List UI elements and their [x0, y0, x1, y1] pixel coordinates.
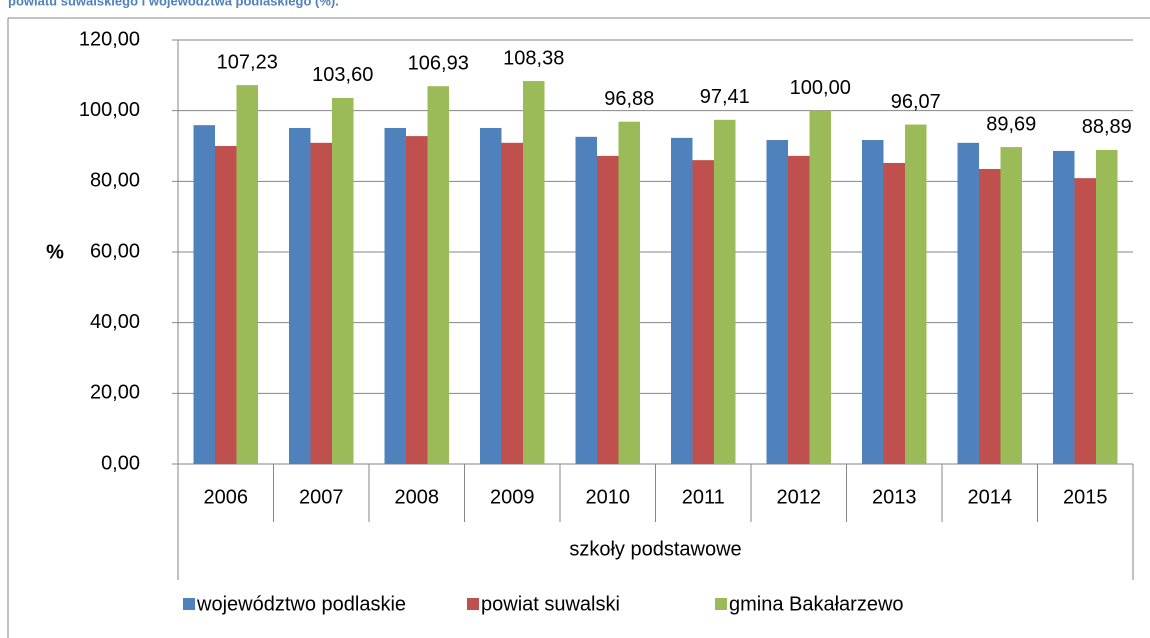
x-tick-label: 2015	[1063, 486, 1108, 508]
legend-label: powiat suwalski	[481, 593, 620, 615]
bar	[236, 85, 258, 464]
bar	[1053, 150, 1075, 465]
bar	[1074, 178, 1096, 465]
x-tick-label: 2006	[204, 486, 249, 508]
data-label: 106,93	[408, 52, 469, 74]
bar	[809, 110, 831, 465]
y-axis-label: %	[46, 241, 64, 263]
bar	[766, 139, 788, 464]
data-label: 96,07	[891, 91, 941, 113]
bar	[480, 127, 502, 464]
bar	[692, 160, 714, 464]
bar	[671, 137, 693, 464]
bar	[215, 146, 237, 464]
bar	[905, 124, 927, 464]
bar	[332, 97, 354, 465]
bar	[289, 127, 311, 464]
bar	[788, 155, 810, 465]
legend-swatch	[183, 598, 195, 610]
y-tick-label: 0,00	[101, 452, 140, 474]
legend-swatch	[467, 598, 479, 610]
data-label: 100,00	[790, 77, 851, 99]
y-tick-label: 120,00	[79, 28, 140, 50]
bar	[957, 142, 979, 464]
y-tick-label: 20,00	[90, 382, 140, 404]
x-tick-label: 2014	[968, 486, 1013, 508]
data-label: 89,69	[986, 113, 1036, 135]
x-tick-label: 2009	[490, 486, 535, 508]
y-tick-label: 80,00	[90, 170, 140, 192]
group-label: szkoły podstawowe	[569, 538, 741, 560]
bar	[575, 136, 597, 464]
data-label: 96,88	[604, 88, 654, 110]
bar	[1096, 149, 1118, 464]
data-label: 88,89	[1082, 116, 1132, 138]
data-label: 103,60	[312, 64, 373, 86]
bar	[618, 121, 640, 464]
y-tick-label: 100,00	[79, 99, 140, 121]
x-tick-label: 2007	[299, 486, 344, 508]
bar	[384, 127, 406, 464]
bar	[427, 86, 449, 464]
caption: powiatu suwalskiego i województwa podlas…	[8, 0, 339, 8]
bar	[193, 125, 215, 465]
data-label: 108,38	[503, 47, 564, 69]
data-label: 97,41	[700, 86, 750, 108]
x-tick-label: 2011	[682, 486, 725, 508]
legend-label: województwo podlaskie	[196, 593, 406, 615]
bar	[597, 155, 619, 465]
bar	[523, 81, 545, 464]
bar	[714, 119, 736, 465]
legend-label: gmina Bakałarzewo	[729, 593, 904, 615]
bar	[979, 168, 1001, 464]
y-tick-label: 60,00	[90, 240, 140, 262]
bar	[883, 162, 905, 464]
data-label: 107,23	[217, 51, 278, 73]
x-tick-label: 2008	[395, 486, 440, 508]
x-tick-label: 2012	[777, 486, 822, 508]
bar	[1000, 147, 1022, 464]
y-tick-label: 40,00	[90, 311, 140, 333]
legend-swatch	[715, 598, 727, 610]
bar	[310, 142, 332, 464]
bar	[501, 142, 523, 464]
bar	[862, 139, 884, 464]
x-tick-label: 2013	[872, 486, 917, 508]
bar	[406, 136, 428, 464]
x-tick-label: 2010	[586, 486, 631, 508]
